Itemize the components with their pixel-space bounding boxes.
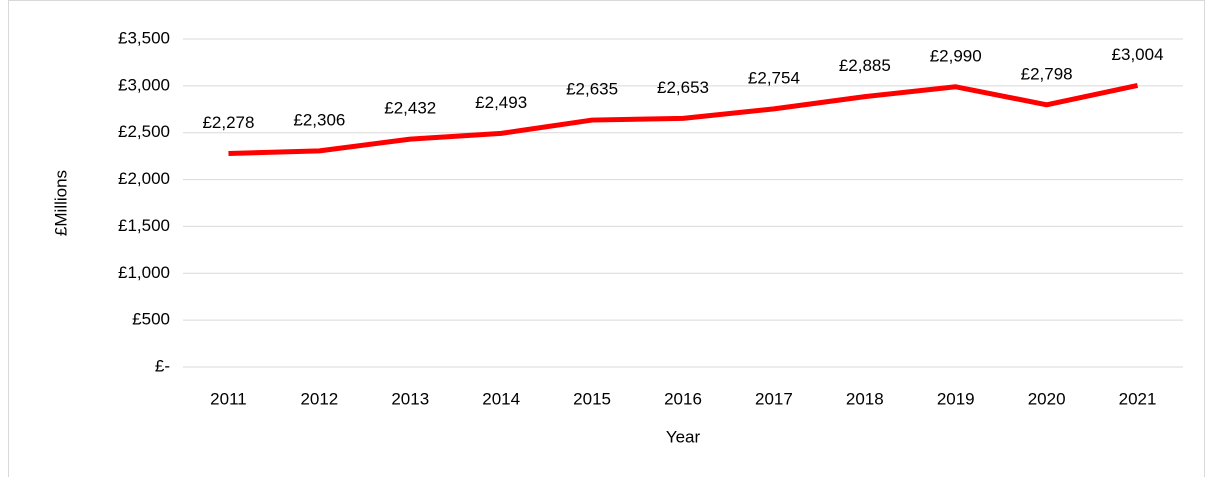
y-tick-label: £1,500 [118, 216, 170, 235]
y-axis-title: £Millions [51, 170, 70, 236]
data-label: £2,493 [475, 93, 527, 112]
y-tick-label: £1,000 [118, 263, 170, 282]
y-tick-label: £- [155, 356, 170, 375]
x-axis-title: Year [666, 427, 701, 446]
y-tick-label: £2,500 [118, 122, 170, 141]
data-label: £2,432 [384, 99, 436, 118]
x-tick-label: 2021 [1119, 389, 1157, 408]
data-label: £2,990 [930, 46, 982, 65]
y-tick-label: £2,000 [118, 169, 170, 188]
y-tick-label: £500 [132, 310, 170, 329]
y-tick-label: £3,500 [118, 28, 170, 47]
y-tick-label: £3,000 [118, 75, 170, 94]
data-label: £2,635 [566, 80, 618, 99]
line-series [228, 83, 1139, 157]
x-tick-label: 2016 [664, 389, 702, 408]
x-tick-label: 2013 [391, 389, 429, 408]
x-tick-label: 2011 [210, 389, 247, 408]
data-label: £2,798 [1021, 64, 1073, 83]
data-label: £2,653 [657, 78, 709, 97]
data-label: £3,004 [1112, 45, 1164, 64]
data-label: £2,885 [839, 56, 891, 75]
x-tick-label: 2017 [755, 389, 793, 408]
x-tick-label: 2018 [846, 389, 884, 408]
x-tick-label: 2020 [1028, 389, 1066, 408]
x-tick-label: 2019 [937, 389, 975, 408]
x-tick-label: 2015 [573, 389, 611, 408]
data-label: £2,306 [293, 110, 345, 129]
data-label: £2,754 [748, 68, 800, 87]
x-tick-label: 2012 [300, 389, 338, 408]
x-tick-label: 2014 [482, 389, 520, 408]
data-label: £2,278 [202, 113, 254, 132]
